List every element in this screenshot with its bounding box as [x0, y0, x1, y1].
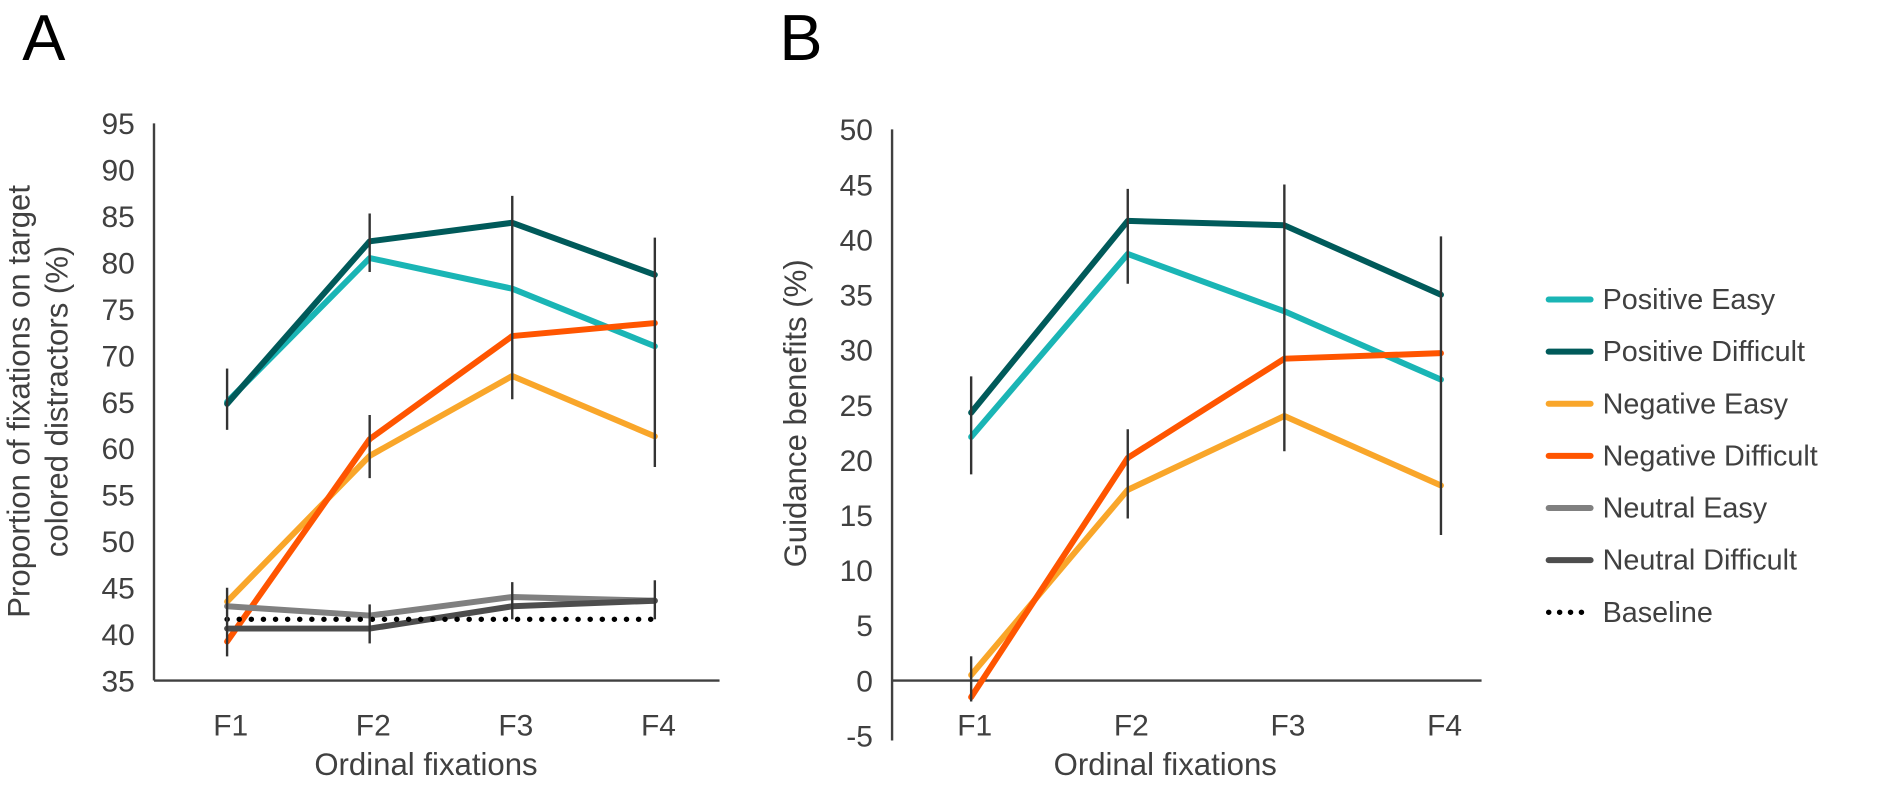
legend-label-neutral-difficult: Neutral Difficult [1603, 545, 1797, 577]
panel-a-chart: 35 40 45 50 55 60 65 70 75 80 85 90 95 F1 F2 F3 F4 [102, 108, 720, 743]
x-tick-label-a: F2 [356, 710, 391, 743]
series-line-positive-difficult [968, 217, 1444, 416]
series-line-neutral-easy [224, 593, 658, 619]
y-tick-label-b: -5 [846, 720, 873, 753]
y-tick-label-a: 65 [102, 387, 135, 420]
y-tick-label-b: 10 [840, 555, 873, 588]
series-line-positive-difficult [224, 219, 658, 407]
panel-b-chart: -5 0 5 10 15 20 25 30 35 40 45 50 F1 F2 F3 F4 [840, 114, 1482, 753]
y-tick-label-a: 60 [102, 433, 135, 466]
y-tick-label-b: 50 [840, 114, 873, 147]
x-axis-label-a: Ordinal fixations [314, 747, 537, 782]
y-tick-label-a: 95 [102, 108, 135, 141]
x-tick-label-b: F2 [1114, 710, 1149, 743]
legend-label-negative-difficult: Negative Difficult [1603, 440, 1818, 472]
legend-label-positive-easy: Positive Easy [1603, 284, 1776, 316]
x-tick-label-a: F3 [498, 710, 533, 743]
series-line-neutral-difficult [224, 597, 658, 632]
y-tick-label-b: 45 [840, 169, 873, 202]
y-tick-label-b: 20 [840, 445, 873, 478]
y-tick-label-b: 25 [840, 390, 873, 423]
y-tick-label-a: 85 [102, 201, 135, 234]
x-tick-label-a: F4 [641, 710, 676, 743]
series-line-negative-difficult [968, 350, 1444, 701]
y-tick-label-a: 50 [102, 526, 135, 559]
y-tick-label-b: 5 [856, 610, 873, 643]
y-tick-label-a: 45 [102, 572, 135, 605]
x-tick-label-a: F1 [213, 710, 248, 743]
y-tick-label-b: 0 [856, 665, 873, 698]
y-tick-label-a: 75 [102, 294, 135, 327]
legend-label-positive-difficult: Positive Difficult [1603, 336, 1805, 368]
x-tick-label-b: F1 [957, 710, 992, 743]
panel-label-b: B [779, 1, 822, 74]
legend: Positive Easy Positive Difficult Negative … [1545, 284, 1818, 629]
series-line-negative-difficult [224, 320, 658, 645]
y-tick-label-a: 35 [102, 665, 135, 698]
legend-label-baseline: Baseline [1603, 597, 1713, 629]
series-line-negative-easy [224, 372, 658, 605]
x-axis-label-b: Ordinal fixations [1054, 747, 1277, 782]
panel-label-a: A [22, 1, 66, 74]
y-tick-label-a: 55 [102, 480, 135, 513]
series-line-positive-easy [224, 255, 658, 405]
y-tick-label-a: 40 [102, 619, 135, 652]
y-tick-label-a: 90 [102, 155, 135, 188]
y-tick-label-b: 15 [840, 500, 873, 533]
y-axis-label-a-line2: colored distractors (%) [40, 246, 75, 558]
x-tick-label-b: F4 [1427, 710, 1462, 743]
legend-label-neutral-easy: Neutral Easy [1603, 493, 1768, 525]
legend-label-negative-easy: Negative Easy [1603, 388, 1789, 420]
series-line-negative-easy [968, 413, 1444, 679]
y-tick-label-b: 30 [840, 335, 873, 368]
x-tick-label-b: F3 [1270, 710, 1305, 743]
y-axis-label-a-line1: Proportion of fixations on target [1, 185, 36, 618]
y-tick-label-b: 35 [840, 280, 873, 313]
y-axis-label-b: Guidance benefits (%) [778, 259, 813, 567]
y-tick-label-a: 70 [102, 340, 135, 373]
y-tick-label-b: 40 [840, 224, 873, 257]
y-tick-label-a: 80 [102, 247, 135, 280]
series-line-positive-easy [968, 250, 1444, 440]
